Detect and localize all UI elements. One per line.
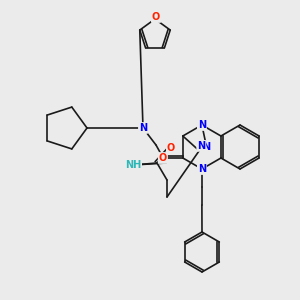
Text: N: N [197,141,205,151]
Text: N: N [139,123,147,133]
Text: N: N [202,142,211,152]
Text: N: N [198,120,206,130]
Text: O: O [167,143,175,153]
Text: O: O [159,153,167,163]
Text: NH: NH [125,160,141,170]
Text: O: O [152,12,160,22]
Text: N: N [198,164,206,174]
